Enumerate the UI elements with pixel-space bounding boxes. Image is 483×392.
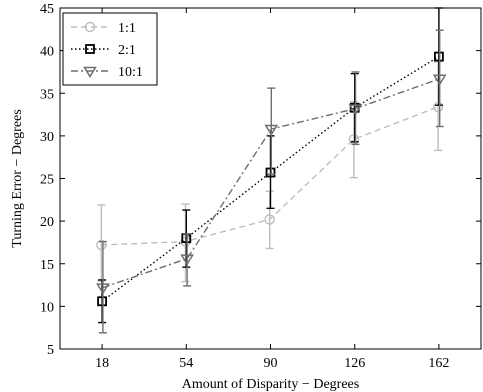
legend-marker	[83, 66, 97, 78]
y-tick-label: 40	[40, 45, 54, 60]
x-tick-label: 126	[344, 356, 365, 371]
x-tick-label: 162	[428, 356, 449, 371]
legend: 1:1 2:1 10:1	[62, 12, 158, 86]
x-axis-title: Amount of Disparity − Degrees	[182, 377, 359, 392]
series-1	[96, 61, 444, 283]
data-point	[264, 214, 275, 225]
legend-label: 2:1	[118, 43, 136, 58]
data-point	[433, 51, 444, 62]
axes-frame	[59, 7, 482, 350]
y-tick-label: 35	[40, 87, 54, 102]
data-point	[432, 74, 447, 86]
data-point	[96, 239, 107, 251]
y-tick-label: 30	[40, 130, 54, 145]
plot-area: 18 54 90 126 162 5 10 15 20 25 30 35 40 45	[40, 2, 482, 371]
legend-marker	[84, 21, 96, 33]
legend-item-3: 10:1	[71, 65, 143, 80]
series-2	[97, 7, 444, 324]
series-line	[102, 78, 440, 289]
legend-item-1: 1:1	[71, 21, 136, 36]
y-tick-label: 10	[40, 300, 54, 315]
data-point	[96, 283, 110, 295]
legend-marker	[85, 44, 95, 54]
y-tick-label: 25	[40, 173, 54, 188]
series-line	[101, 106, 439, 246]
data-point	[348, 104, 363, 116]
x-tick-label: 90	[264, 356, 278, 371]
x-tick-label: 18	[95, 356, 109, 371]
legend-label: 10:1	[118, 65, 143, 80]
y-tick-label: 15	[40, 258, 54, 273]
data-point	[264, 124, 279, 136]
data-point	[265, 167, 276, 178]
y-axis-title: Turning Error − Degrees	[10, 109, 25, 247]
legend-label: 1:1	[118, 21, 136, 36]
data-point	[432, 101, 444, 113]
x-tick-label: 54	[179, 356, 193, 371]
data-point	[180, 254, 194, 266]
y-tick-label: 45	[40, 2, 54, 17]
series-3	[96, 29, 447, 334]
y-tick-label: 20	[40, 215, 54, 230]
legend-item-2: 2:1	[71, 43, 136, 58]
y-tick-label: 5	[47, 343, 54, 358]
data-point	[97, 296, 107, 307]
legend-box	[62, 12, 158, 86]
